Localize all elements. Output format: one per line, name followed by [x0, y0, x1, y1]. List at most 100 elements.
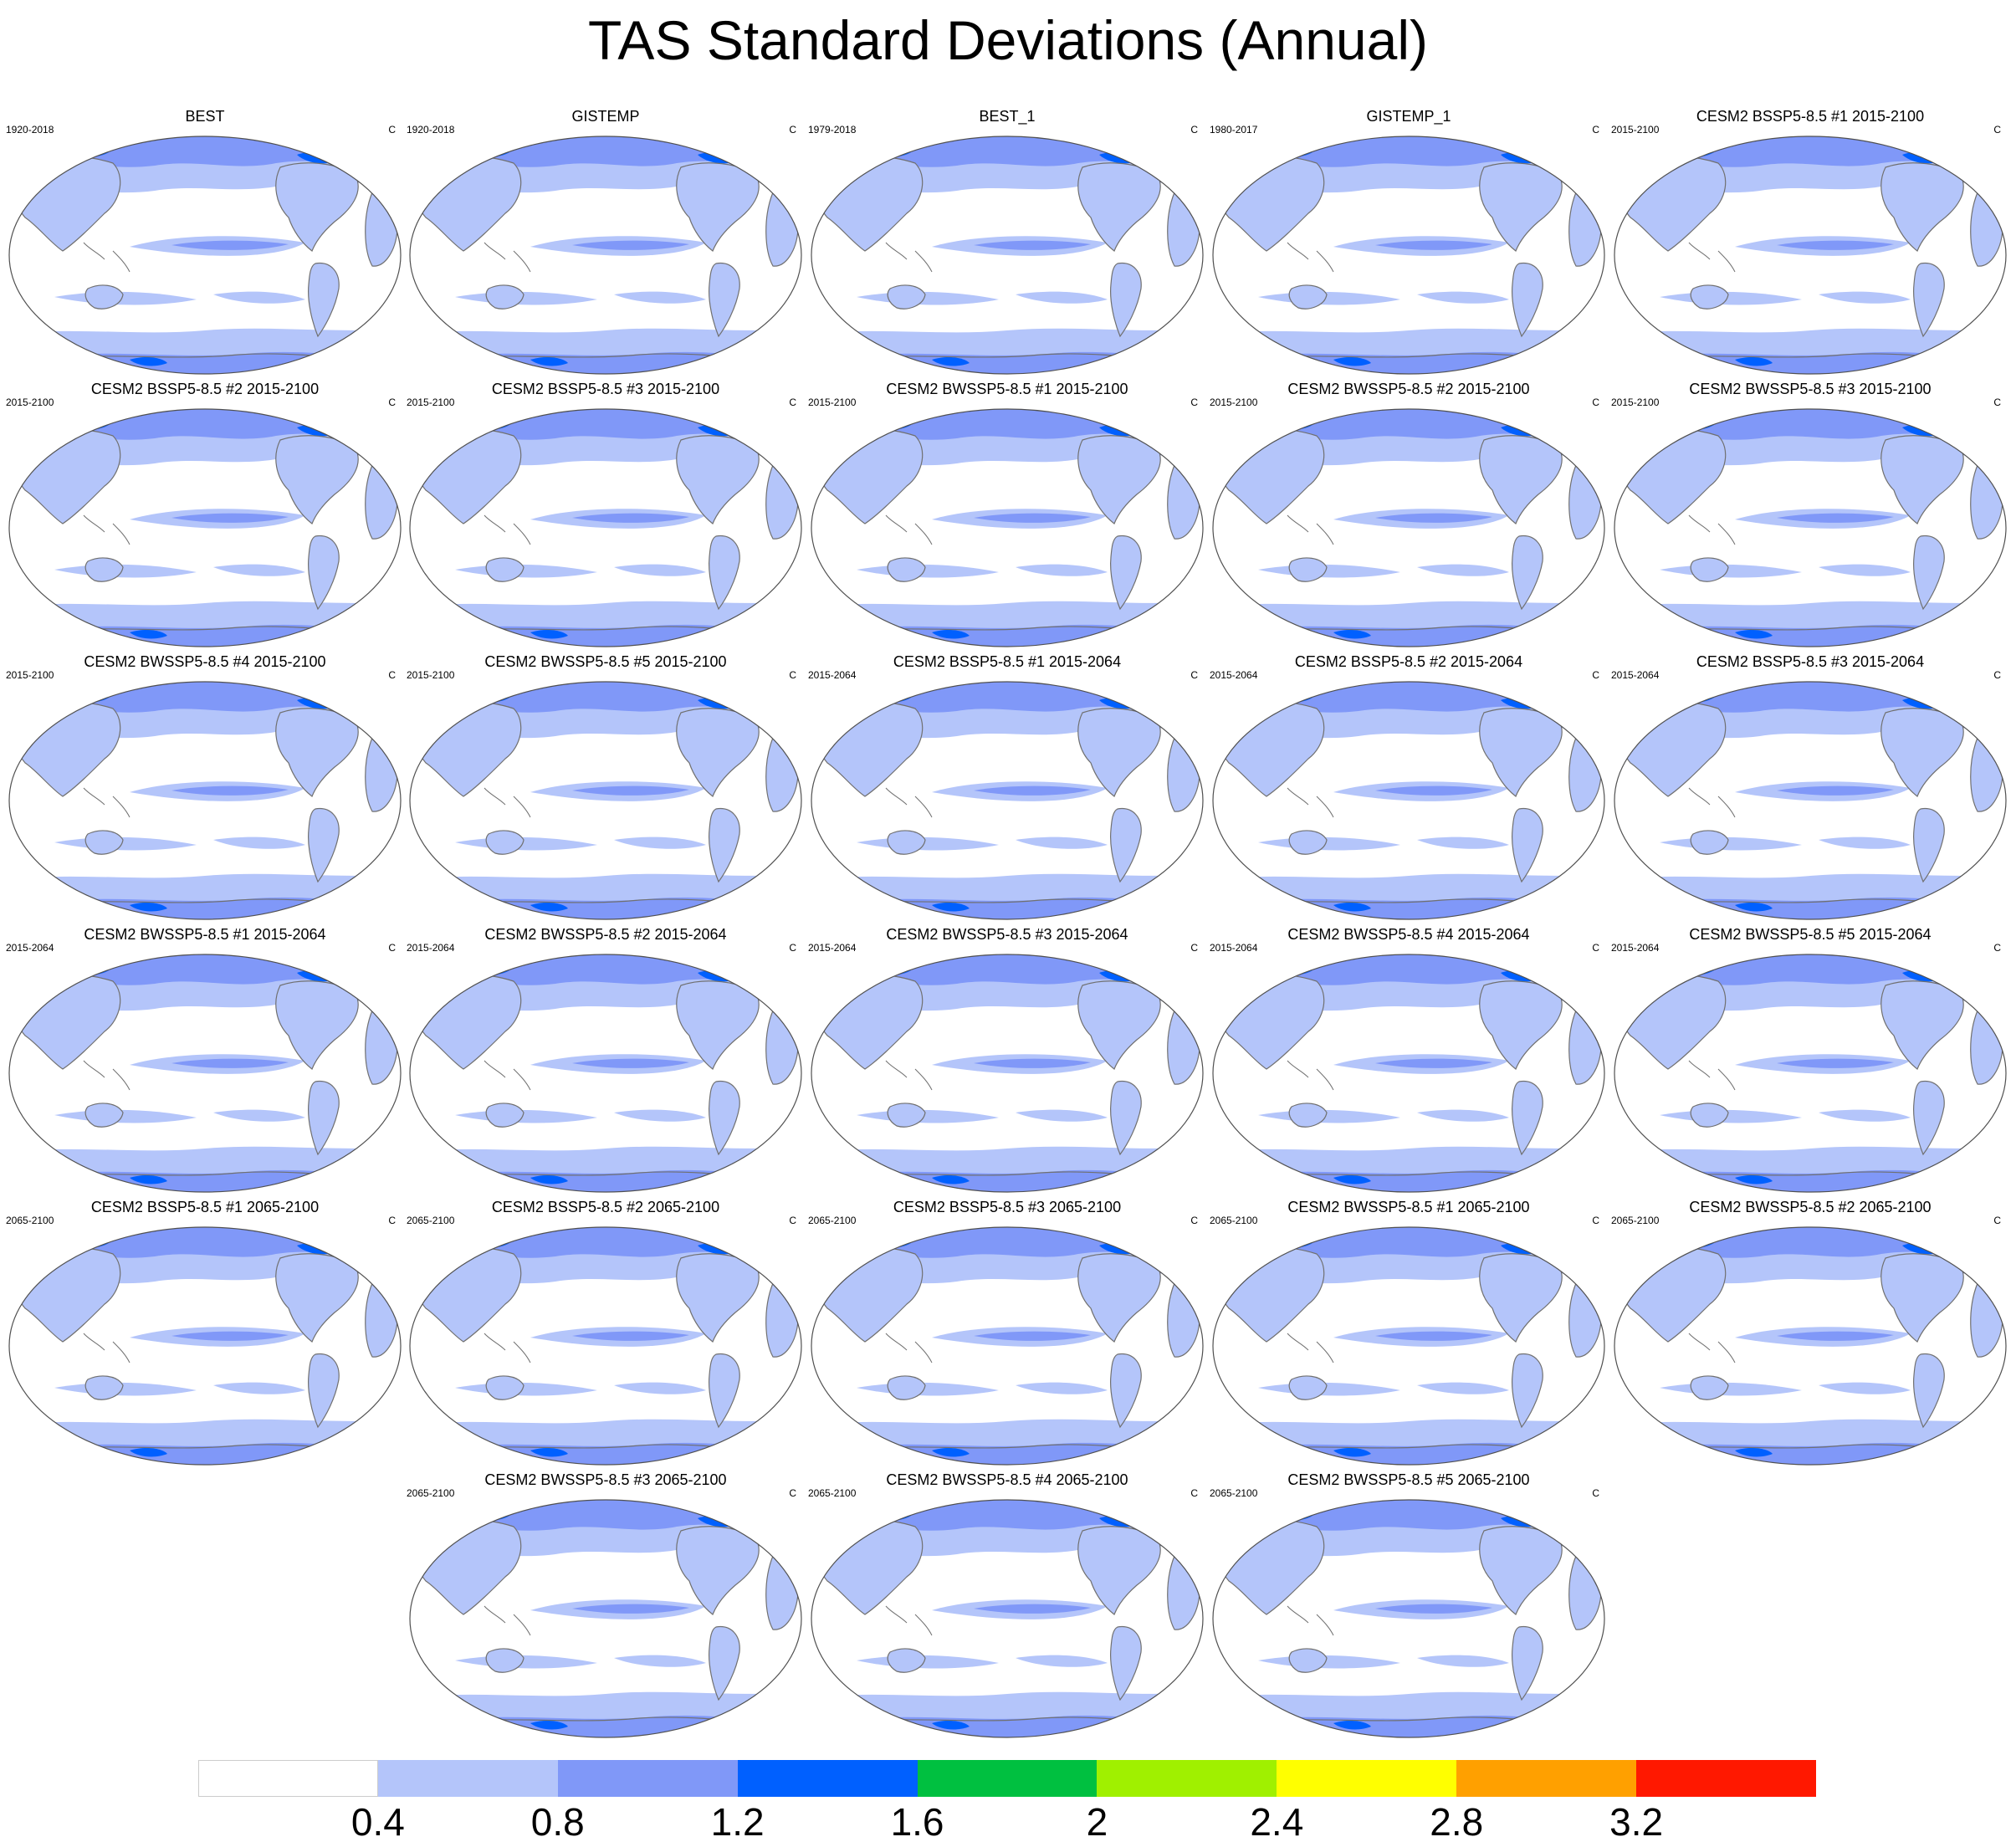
map-frame	[1614, 136, 2007, 375]
colorbar-box	[1097, 1760, 1277, 1797]
panel-period: 2015-2064	[407, 942, 455, 954]
map-frame	[1212, 136, 1605, 375]
map-frame	[811, 954, 1204, 1193]
world-map	[409, 681, 802, 920]
panel-period: 2065-2100	[808, 1215, 857, 1226]
colorbar-tick-label: 1.6	[890, 1800, 944, 1844]
world-map	[1614, 954, 2007, 1193]
world-map	[8, 954, 402, 1193]
map-panel: CESM2 BWSSP5-8.5 #5 2015-2100 2015-2100 C	[405, 652, 806, 920]
panel-period: 1980-2017	[1210, 124, 1258, 136]
map-frame	[409, 1226, 802, 1466]
world-map	[8, 1226, 402, 1466]
map-frame	[1212, 1226, 1605, 1466]
world-map	[8, 408, 402, 647]
panel-units: C	[789, 942, 796, 954]
map-panel: CESM2 BSSP5-8.5 #3 2065-2100 2065-2100 C	[806, 1198, 1208, 1466]
panel-units: C	[1592, 397, 1599, 408]
panel-title: CESM2 BWSSP5-8.5 #1 2015-2064	[84, 926, 326, 943]
colorbar-box	[1456, 1760, 1637, 1797]
panel-title: CESM2 BWSSP5-8.5 #3 2015-2100	[1689, 381, 1932, 397]
panel-units: C	[388, 124, 396, 136]
colorbar-box	[198, 1760, 379, 1797]
panel-title: CESM2 BSSP5-8.5 #2 2065-2100	[491, 1199, 720, 1215]
panel-period: 2015-2064	[6, 942, 54, 954]
world-map	[811, 954, 1204, 1193]
map-frame	[1614, 954, 2007, 1193]
panel-title: CESM2 BSSP5-8.5 #2 2015-2100	[90, 381, 320, 397]
panel-period: 2015-2064	[1210, 669, 1258, 681]
panel-title: CESM2 BWSSP5-8.5 #1 2065-2100	[1287, 1199, 1530, 1215]
panel-units: C	[1993, 124, 2001, 136]
panel-title: CESM2 BSSP5-8.5 #1 2015-2100	[1696, 108, 1925, 125]
panel-title: CESM2 BSSP5-8.5 #3 2015-2064	[1696, 653, 1925, 670]
panel-units: C	[1592, 942, 1599, 954]
panel-title: CESM2 BWSSP5-8.5 #4 2015-2100	[84, 653, 326, 670]
panel-units: C	[1190, 1215, 1198, 1226]
panel-units: C	[1592, 1215, 1599, 1226]
map-panel: CESM2 BWSSP5-8.5 #1 2015-2064 2015-2064 C	[4, 925, 406, 1193]
panel-title: CESM2 BWSSP5-8.5 #5 2015-2064	[1689, 926, 1932, 943]
map-panel: CESM2 BWSSP5-8.5 #4 2015-2064 2015-2064 C	[1208, 925, 1609, 1193]
world-map	[811, 408, 1204, 647]
world-map	[1614, 136, 2007, 375]
map-panel: CESM2 BWSSP5-8.5 #2 2015-2064 2015-2064 C	[405, 925, 806, 1193]
map-panel: CESM2 BWSSP5-8.5 #5 2065-2100 2065-2100 C	[1208, 1471, 1609, 1738]
colorbar-tick-label: 0.8	[530, 1800, 585, 1844]
panel-title: BEST_1	[979, 108, 1036, 125]
world-map	[409, 954, 802, 1193]
panel-units: C	[789, 1215, 796, 1226]
map-panel: BEST_1 1979-2018 C	[806, 107, 1208, 375]
world-map	[1212, 954, 1605, 1193]
panel-units: C	[1592, 669, 1599, 681]
panel-units: C	[1190, 942, 1198, 954]
panel-period: 2015-2100	[808, 397, 857, 408]
map-frame	[8, 136, 402, 375]
map-panel: CESM2 BSSP5-8.5 #2 2015-2100 2015-2100 C	[4, 380, 406, 647]
world-map	[409, 408, 802, 647]
colorbar	[198, 1760, 1817, 1797]
panel-title: CESM2 BSSP5-8.5 #2 2015-2064	[1294, 653, 1523, 670]
map-frame	[811, 136, 1204, 375]
map-panel: CESM2 BSSP5-8.5 #1 2065-2100 2065-2100 C	[4, 1198, 406, 1466]
panel-period: 1920-2018	[407, 124, 455, 136]
map-panel: CESM2 BWSSP5-8.5 #1 2065-2100 2065-2100 C	[1208, 1198, 1609, 1466]
panel-units: C	[1190, 397, 1198, 408]
world-map	[8, 136, 402, 375]
panel-units: C	[1190, 1487, 1198, 1499]
panel-period: 2065-2100	[407, 1215, 455, 1226]
panel-period: 2065-2100	[1611, 1215, 1660, 1226]
map-panel: CESM2 BWSSP5-8.5 #3 2065-2100 2065-2100 C	[405, 1471, 806, 1738]
map-frame	[1212, 954, 1605, 1193]
panel-title: CESM2 BSSP5-8.5 #3 2015-2100	[491, 381, 720, 397]
map-panel: CESM2 BSSP5-8.5 #3 2015-2064 2015-2064 C	[1609, 652, 2011, 920]
panel-title: CESM2 BWSSP5-8.5 #5 2015-2100	[484, 653, 727, 670]
panel-period: 2015-2100	[1611, 124, 1660, 136]
map-panel: CESM2 BWSSP5-8.5 #2 2065-2100 2065-2100 C	[1609, 1198, 2011, 1466]
panel-period: 1979-2018	[808, 124, 857, 136]
panel-title: CESM2 BWSSP5-8.5 #2 2015-2100	[1287, 381, 1530, 397]
panel-title: CESM2 BWSSP5-8.5 #2 2065-2100	[1689, 1199, 1932, 1215]
colorbar-box	[1636, 1760, 1817, 1797]
panel-title: CESM2 BWSSP5-8.5 #1 2015-2100	[886, 381, 1128, 397]
colorbar-box	[1277, 1760, 1457, 1797]
panel-period: 1920-2018	[6, 124, 54, 136]
map-frame	[811, 1226, 1204, 1466]
figure-title: TAS Standard Deviations (Annual)	[588, 9, 1428, 71]
panel-title: CESM2 BWSSP5-8.5 #3 2015-2064	[886, 926, 1128, 943]
panel-title: GISTEMP_1	[1366, 108, 1451, 125]
panel-title: CESM2 BWSSP5-8.5 #5 2065-2100	[1287, 1471, 1530, 1488]
map-panel: CESM2 BSSP5-8.5 #2 2065-2100 2065-2100 C	[405, 1198, 806, 1466]
panel-units: C	[1592, 124, 1599, 136]
map-panel: CESM2 BWSSP5-8.5 #1 2015-2100 2015-2100 C	[806, 380, 1208, 647]
panel-period: 2015-2064	[1611, 942, 1660, 954]
map-frame	[409, 954, 802, 1193]
panel-units: C	[789, 1487, 796, 1499]
panel-title: CESM2 BWSSP5-8.5 #4 2015-2064	[1287, 926, 1530, 943]
panel-period: 2065-2100	[1210, 1215, 1258, 1226]
panel-period: 2015-2100	[407, 669, 455, 681]
map-frame	[1212, 681, 1605, 920]
colorbar-box	[917, 1760, 1098, 1797]
map-frame	[811, 1499, 1204, 1738]
world-map	[409, 1499, 802, 1738]
